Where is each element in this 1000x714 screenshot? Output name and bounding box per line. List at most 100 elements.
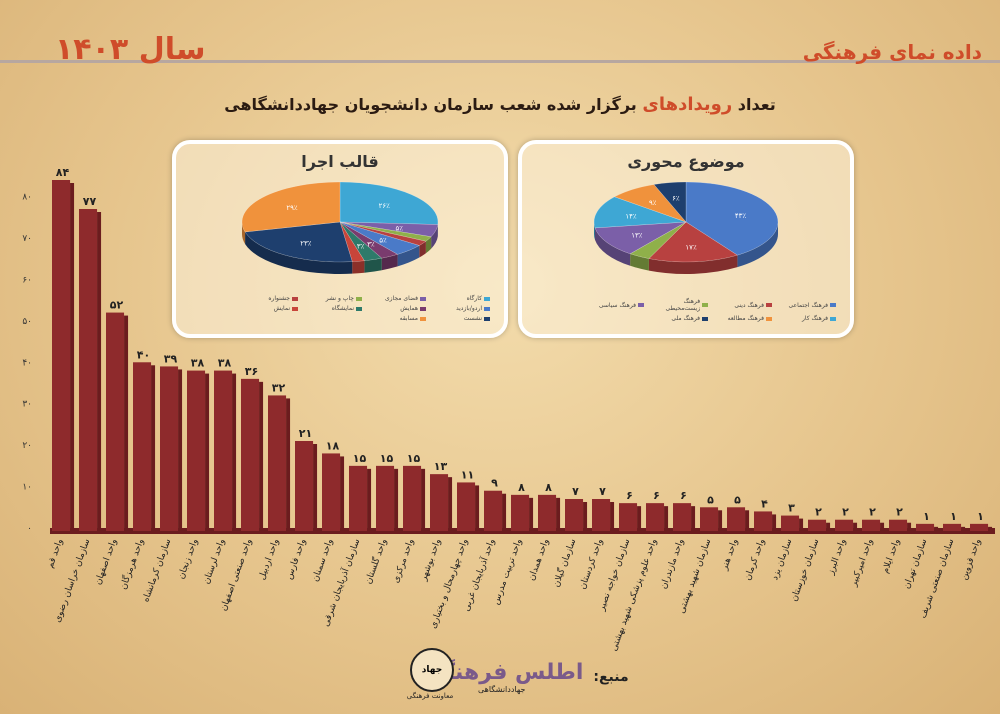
legend-label: مسابقه — [399, 315, 418, 322]
legend-swatch — [766, 316, 772, 321]
format-pie: ۲۶٪ ۵٪ ۵٪ ۳٪۳٪ ۲۳٪ ۲۹٪ — [241, 181, 439, 274]
topic-pie-legend: فرهنگ اجتماعی فرهنگ دینی فرهنگ زیست‌محیطی ف… — [536, 298, 836, 322]
pie-slice — [339, 221, 432, 242]
pie-slice-side — [594, 222, 596, 240]
legend-swatch — [830, 303, 836, 307]
legend-swatch — [638, 303, 644, 307]
pie-slice-label: ۲۳٪ — [300, 240, 312, 248]
format-pie-panel: قالب اجرا ۲۶٪ ۵٪ ۵٪ ۳٪ ۳٪ ۲۳٪ ۲۹٪ کارگاه فضای م… — [172, 140, 508, 338]
pie-slice-side — [425, 236, 432, 254]
pie-slice-label: ۴۳٪ — [735, 212, 747, 220]
legend-item: فرهنگ اجتماعی — [776, 298, 836, 312]
format-pie-title: قالب اجرا — [301, 152, 379, 171]
topic-pie: ۴۳٪ ۱۷٪ ۱۳٪ ۱۴٪ ۹٪ ۶٪ — [593, 181, 779, 274]
pie-slice-label: ۱۷٪ — [685, 244, 697, 252]
pie-slice — [339, 221, 420, 255]
pie-slice-side — [245, 231, 353, 274]
pie-slice-side — [595, 227, 631, 266]
legend-label: نشست — [463, 315, 482, 322]
legend-item: اردو/بازدید — [430, 305, 490, 312]
legend-item: فرهنگ زیست‌محیطی — [648, 298, 708, 312]
logo-caption: معاونت فرهنگی — [406, 692, 454, 700]
pie-slice-label: ۶٪ — [672, 195, 680, 203]
pie-slice-side — [630, 253, 649, 271]
topic-pie-title: موضوع محوری — [627, 152, 745, 171]
pie-slice-side — [431, 224, 438, 249]
legend-label: همایش — [400, 305, 418, 312]
pie-slice-label: ۲۶٪ — [379, 202, 391, 210]
pie-slice — [339, 181, 439, 225]
pie-slice-label: ۱۳٪ — [631, 232, 643, 240]
legend-label: نمایش — [273, 305, 290, 312]
legend-label: فرهنگ سیاسی — [598, 301, 636, 309]
legend-label: فرهنگ دینی — [734, 301, 764, 309]
pie-slice — [339, 221, 365, 262]
legend-swatch — [420, 296, 426, 301]
legend-item: نشست — [430, 315, 490, 322]
pie-slice — [629, 221, 687, 259]
legend-label: فرهنگ ملی — [671, 315, 700, 322]
pie-slice-label: ۹٪ — [649, 199, 657, 207]
pie-slice-side — [737, 222, 778, 268]
pie-slice — [594, 221, 687, 255]
legend-item: فرهنگ دینی — [712, 298, 772, 312]
legend-item: فضای مجازی — [366, 295, 426, 302]
legend-item: فرهنگ ملی — [648, 315, 708, 322]
legend-swatch — [420, 306, 426, 311]
legend-swatch — [702, 316, 708, 321]
legend-swatch — [702, 303, 708, 307]
legend-item: جشنواره — [238, 295, 298, 302]
pie-slice — [339, 221, 439, 237]
pie-slice-side — [648, 255, 738, 274]
jahad-logo: جهاد — [410, 648, 454, 692]
legend-item: چاپ و نشر — [302, 295, 362, 302]
legend-swatch — [292, 306, 298, 311]
pie-slice — [685, 181, 779, 256]
legend-item: فرهنگ مطالعه — [712, 315, 772, 322]
pie-slice — [613, 184, 687, 223]
legend-item: مسابقه — [366, 315, 426, 322]
legend-swatch — [766, 303, 772, 307]
legend-swatch — [292, 296, 298, 301]
legend-label: فرهنگ مطالعه — [727, 315, 764, 322]
header-year: سال ۱۴۰۳ — [55, 32, 206, 67]
legend-item: نمایش — [238, 305, 298, 312]
legend-label: جشنواره — [268, 295, 290, 302]
legend-label: کارگاه — [466, 295, 482, 302]
pie-slice-label: ۳٪ — [367, 240, 375, 248]
source-label: منبع: — [593, 669, 629, 685]
header-title: داده نمای فرهنگی — [802, 40, 982, 64]
format-pie-legend: کارگاه فضای مجازی چاپ و نشر جشنواره اردو/باز… — [190, 295, 490, 322]
chart-title: تعداد رویدادهای برگزار شده شعب سازمان دا… — [224, 94, 776, 115]
pie-slice-side — [352, 260, 365, 274]
pie-slice-label: ۵٪ — [379, 237, 387, 245]
pie-slice — [653, 181, 687, 223]
pie-slice-side — [242, 222, 246, 244]
pie-slice-side — [397, 245, 420, 267]
legend-swatch — [484, 306, 490, 311]
pie-slice — [244, 221, 353, 263]
legend-item: فرهنگ سیاسی — [584, 298, 644, 312]
legend-swatch — [484, 316, 490, 321]
topic-pie-panel: موضوع محوری ۴۳٪ ۱۷٪ ۱۳٪ ۱۴٪ ۹٪ ۶٪ فرهنگ اجتما… — [518, 140, 854, 338]
pie-slice — [241, 181, 341, 233]
pie-slice-label: ۵٪ — [396, 224, 404, 232]
legend-label: نمایشگاه — [331, 305, 354, 312]
pie-slice-label: ۳٪ — [357, 242, 365, 250]
pie-slice-label: ۱۴٪ — [625, 212, 637, 220]
legend-swatch — [484, 296, 490, 301]
legend-item: فرهنگ کار — [776, 315, 836, 322]
legend-label: فرهنگ زیست‌محیطی — [665, 298, 701, 312]
legend-label: فرهنگ کار — [801, 315, 828, 322]
legend-swatch — [356, 296, 362, 301]
legend-label: فضای مجازی — [384, 295, 418, 302]
pie-slice — [339, 221, 383, 262]
legend-label: چاپ و نشر — [325, 295, 354, 302]
pie-slice — [339, 221, 399, 259]
legend-item: همایش — [366, 305, 426, 312]
legend-item: کارگاه — [430, 295, 490, 302]
pie-slice-label: ۲۹٪ — [286, 204, 298, 212]
pie-slice-side — [419, 241, 426, 258]
pie-slice — [593, 196, 687, 229]
